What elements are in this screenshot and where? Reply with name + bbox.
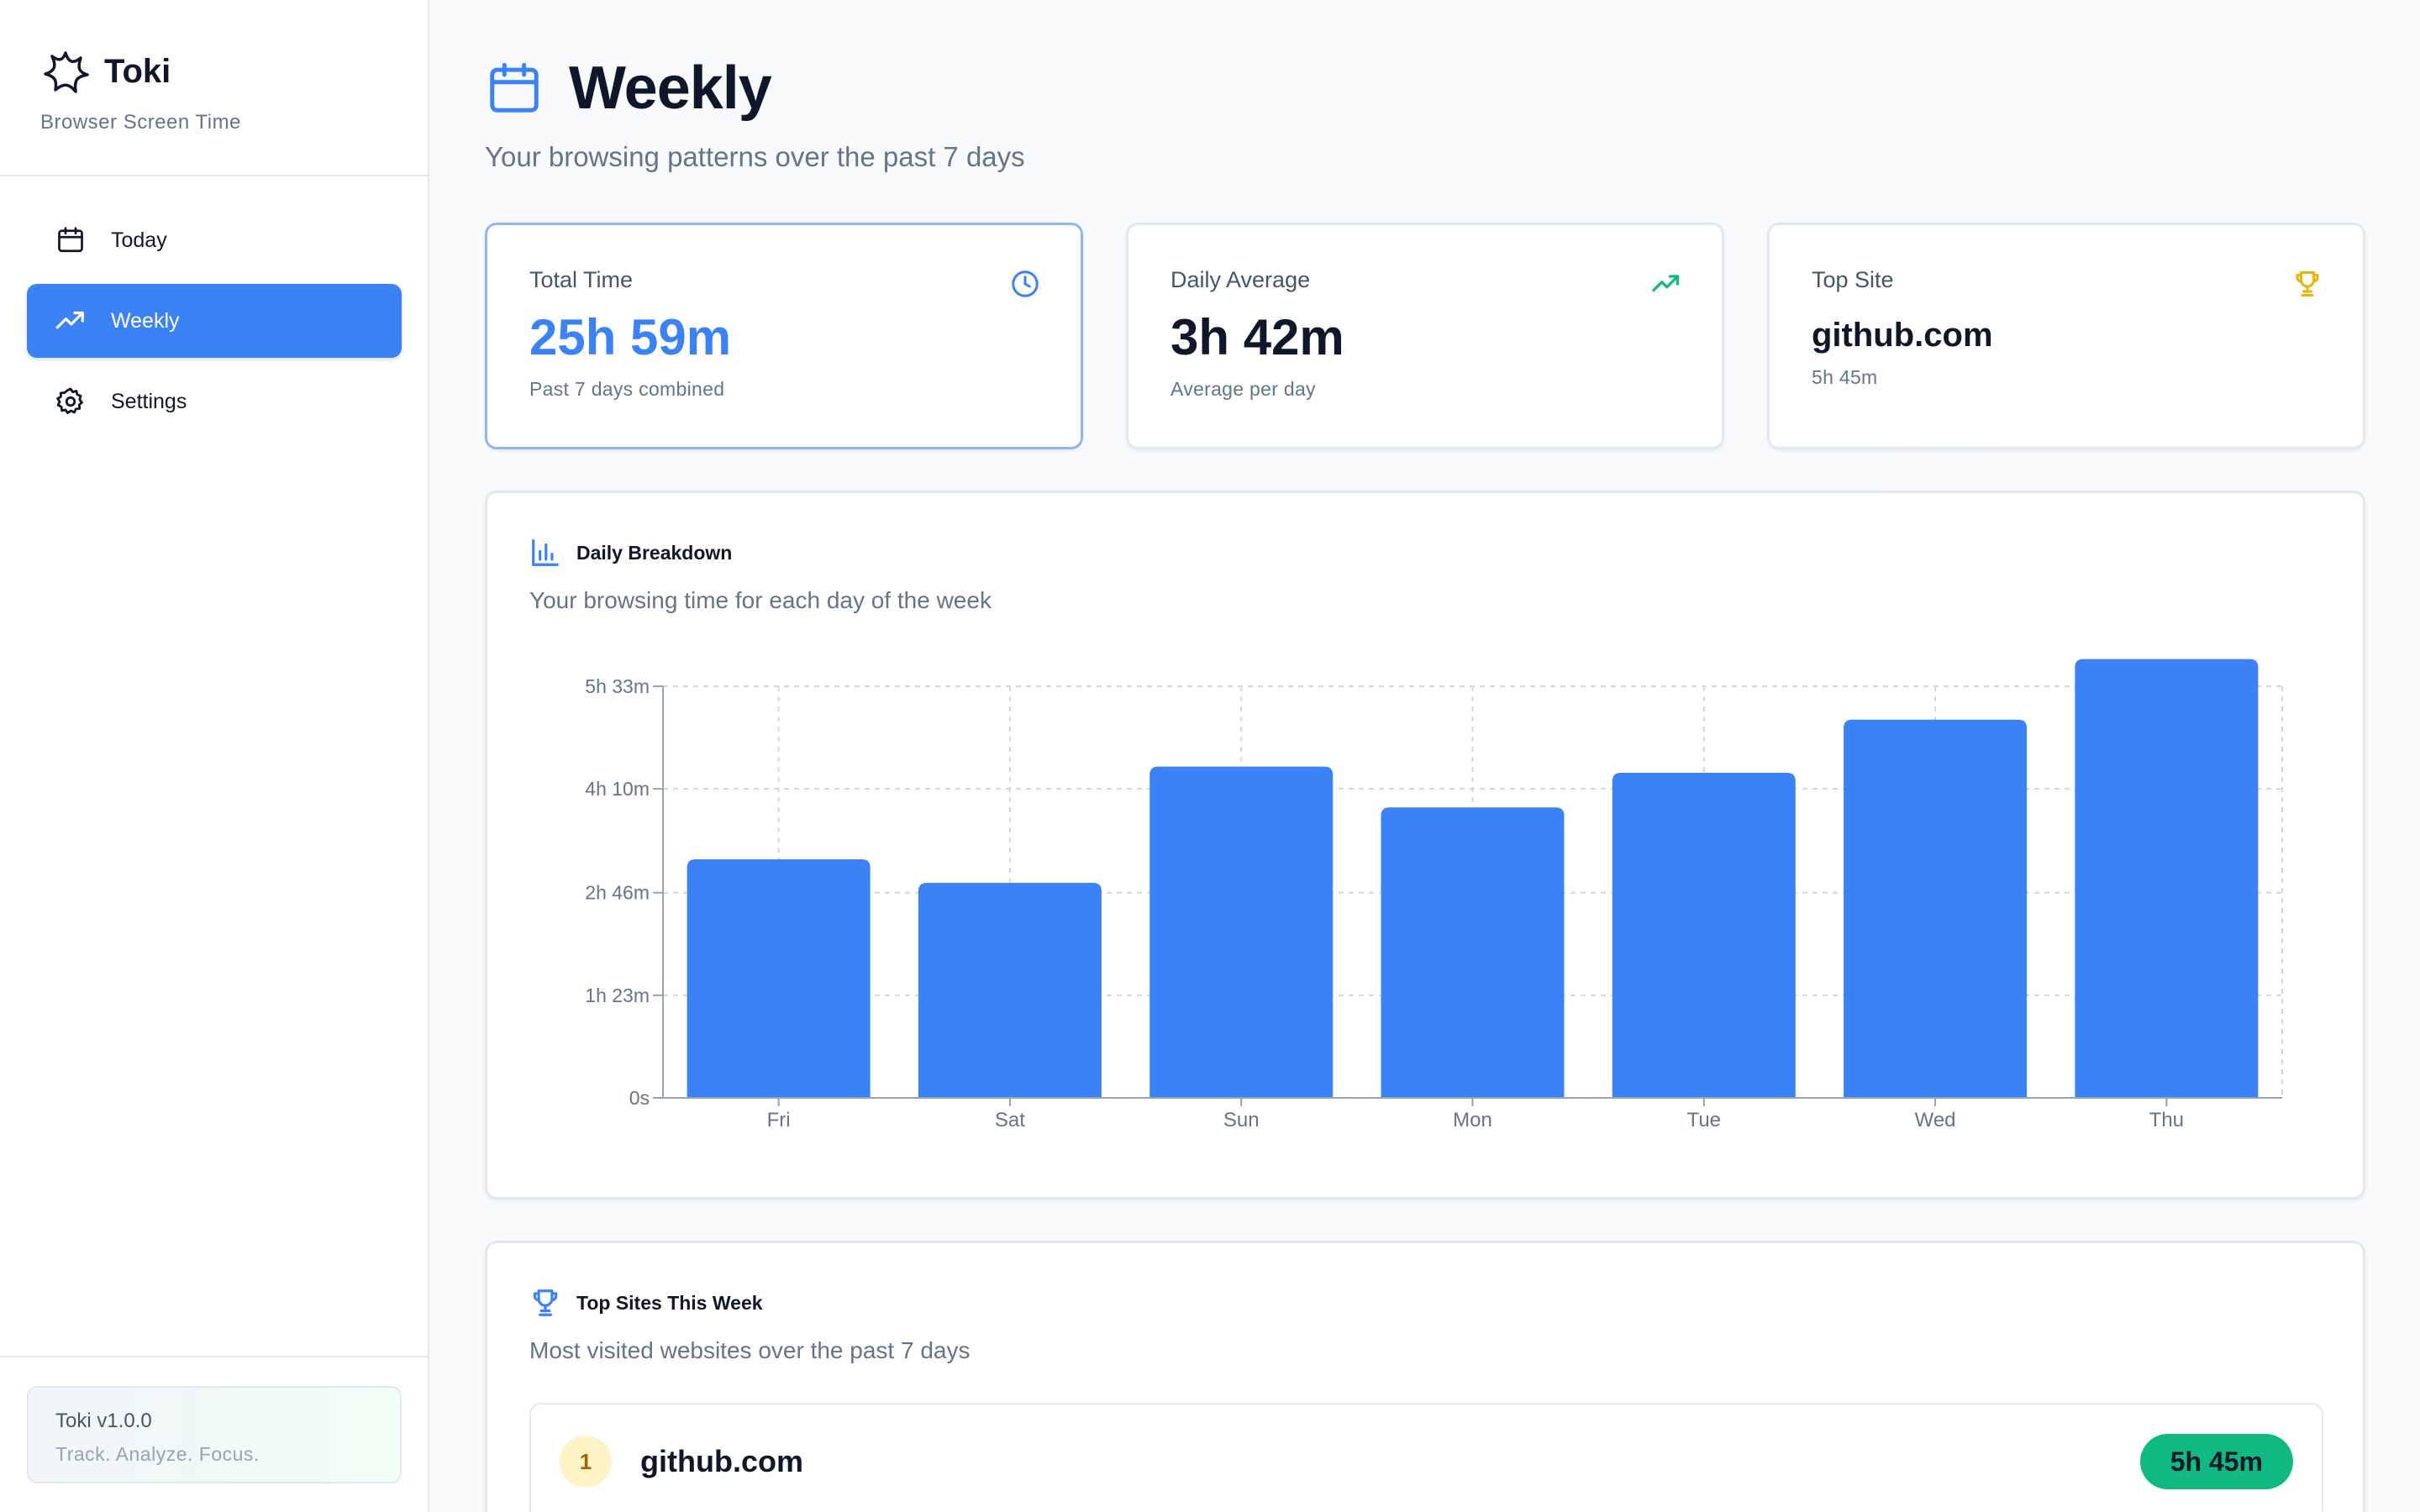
trending-up-icon xyxy=(1652,275,1680,292)
version-card: Toki v1.0.0 Track. Analyze. Focus. xyxy=(27,1386,402,1483)
trophy-icon xyxy=(2296,271,2319,297)
y-tick-label: 1h 23m xyxy=(585,984,650,1006)
stat-value: 3h 42m xyxy=(1171,309,1344,365)
sidebar-item-label: Settings xyxy=(111,389,187,413)
bar-chart-icon xyxy=(532,539,559,566)
total-time-card: Total Time 25h 59m Past 7 days combined xyxy=(485,223,1083,449)
sidebar: Toki Browser Screen Time Today Weekly Se… xyxy=(0,0,429,1512)
stat-label: Daily Average xyxy=(1171,267,1311,292)
x-tick-label: Sun xyxy=(1223,1109,1260,1131)
daily-breakdown-card: Daily Breakdown Your browsing time for e… xyxy=(485,491,2365,1200)
top-site-card: Top Site github.com 5h 45m xyxy=(1767,223,2365,449)
calendar-icon xyxy=(490,62,539,113)
trophy-icon xyxy=(533,1289,558,1316)
star-logo-icon xyxy=(44,51,89,93)
y-tick-label: 0s xyxy=(629,1087,650,1109)
time-badge: 5h 45m xyxy=(2139,1434,2293,1489)
gear-icon xyxy=(54,385,87,418)
stat-caption: Average per day xyxy=(1171,378,1316,400)
chart-bar-wed[interactable] xyxy=(1844,719,2028,1098)
divider xyxy=(0,175,429,176)
page-title: Weekly xyxy=(569,55,772,122)
x-tick-label: Sat xyxy=(995,1109,1025,1131)
x-tick-label: Wed xyxy=(1915,1109,1956,1131)
y-tick-label: 2h 46m xyxy=(585,882,650,904)
main-content: Weekly Your browsing patterns over the p… xyxy=(429,0,2420,1512)
stat-value: github.com xyxy=(1812,317,1993,354)
section-subtitle: Your browsing time for each day of the w… xyxy=(529,587,992,613)
version-label: Toki v1.0.0 xyxy=(55,1410,152,1432)
chart-bar-tue[interactable] xyxy=(1612,773,1796,1098)
stat-caption: 5h 45m xyxy=(1812,366,1878,388)
stat-value: 25h 59m xyxy=(529,309,732,365)
top-sites-card: Top Sites This Week Most visited website… xyxy=(485,1241,2365,1512)
calendar-icon xyxy=(54,223,87,257)
page-header: Weekly Your browsing patterns over the p… xyxy=(485,54,1025,173)
chart-bar-sat[interactable] xyxy=(918,882,1102,1098)
stat-caption: Past 7 days combined xyxy=(529,378,725,400)
section-title: Daily Breakdown xyxy=(576,541,733,564)
chart-bar-mon[interactable] xyxy=(1381,807,1565,1098)
y-tick-label: 4h 10m xyxy=(585,778,650,800)
x-tick-label: Fri xyxy=(767,1109,791,1131)
y-tick-label: 5h 33m xyxy=(585,675,650,697)
x-tick-label: Tue xyxy=(1687,1109,1721,1131)
stat-label: Total Time xyxy=(529,267,634,292)
sidebar-item-label: Weekly xyxy=(111,308,180,333)
sidebar-item-weekly[interactable]: Weekly xyxy=(27,284,402,358)
sidebar-item-label: Today xyxy=(111,228,167,252)
brand: Toki Browser Screen Time xyxy=(40,42,241,134)
site-name: github.com xyxy=(640,1444,803,1478)
bar-chart: 0s 1h 23m 2h 46m 4h 10m 5h 33m Fri Sat Sun Mon Tu… xyxy=(585,659,2283,1131)
tagline: Track. Analyze. Focus. xyxy=(55,1443,260,1465)
section-subtitle: Most visited websites over the past 7 da… xyxy=(529,1337,971,1363)
x-tick-label: Thu xyxy=(2149,1109,2184,1131)
sidebar-nav: Today Weekly Settings xyxy=(27,203,402,445)
trending-up-icon xyxy=(54,304,87,338)
chart-bar-fri[interactable] xyxy=(687,859,871,1098)
sidebar-item-settings[interactable]: Settings xyxy=(27,365,402,438)
page-subtitle: Your browsing patterns over the past 7 d… xyxy=(485,141,1025,172)
chart-bar-sun[interactable] xyxy=(1150,766,1334,1098)
app-name: Toki xyxy=(104,52,171,90)
clock-icon xyxy=(1012,270,1039,297)
sidebar-item-today[interactable]: Today xyxy=(27,203,402,277)
chart-bar-thu[interactable] xyxy=(2075,659,2259,1098)
section-title: Top Sites This Week xyxy=(576,1291,763,1314)
x-tick-label: Mon xyxy=(1453,1109,1492,1131)
app-subtitle: Browser Screen Time xyxy=(40,111,241,134)
stat-label: Top Site xyxy=(1812,267,1894,292)
rank-badge: 1 xyxy=(560,1436,612,1488)
daily-average-card: Daily Average 3h 42m Average per day xyxy=(1126,223,1724,449)
divider xyxy=(0,1356,429,1357)
list-item[interactable]: 1 github.com 5h 45m xyxy=(529,1403,2323,1512)
